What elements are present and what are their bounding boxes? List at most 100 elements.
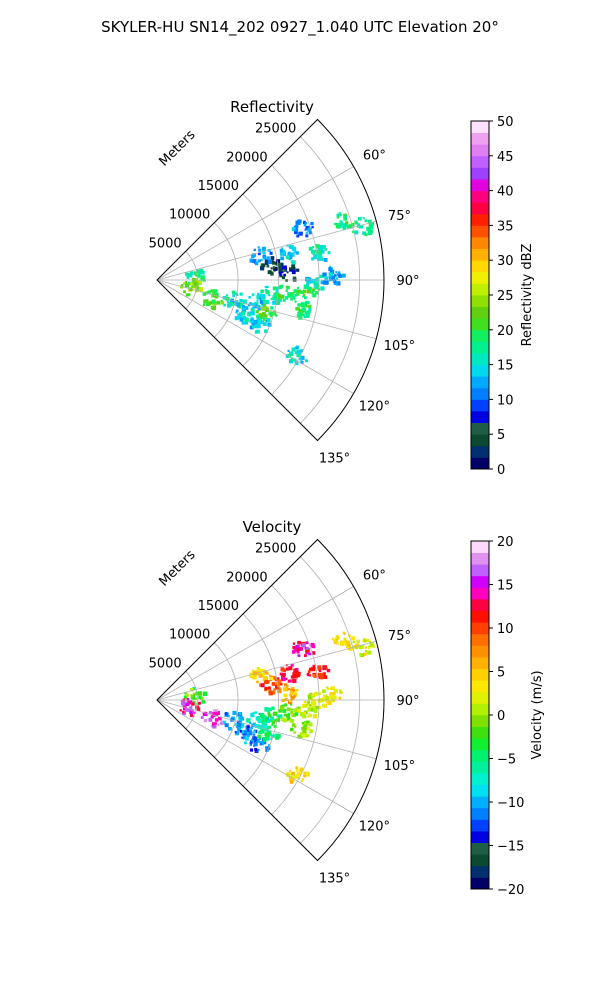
velocity-echo-gate bbox=[182, 706, 188, 711]
reflectivity-echo-gate bbox=[257, 318, 262, 323]
velocity-echo-gate bbox=[263, 722, 267, 726]
velocity-echo-gate bbox=[343, 637, 347, 641]
velocity-echo-gate bbox=[323, 694, 328, 699]
velocity-echo-gate bbox=[284, 698, 288, 701]
velocity-echo-gate bbox=[333, 688, 338, 693]
velocity-echo-gate bbox=[190, 705, 193, 709]
velocity-echo-gate bbox=[236, 723, 242, 729]
velocity-echo-gate bbox=[308, 722, 313, 727]
reflectivity-echo-gate bbox=[329, 269, 335, 275]
reflectivity-echo-gate bbox=[254, 301, 259, 306]
reflectivity-echo-gate bbox=[234, 300, 239, 304]
velocity-echo-gate bbox=[309, 704, 312, 707]
reflectivity-echo-gate bbox=[195, 274, 198, 277]
reflectivity-echo-gate bbox=[282, 252, 286, 256]
velocity-azimuth-gridline bbox=[156, 640, 377, 701]
reflectivity-echo-gate bbox=[234, 316, 239, 321]
reflectivity-echo-gate bbox=[191, 281, 196, 286]
velocity-echo-gate bbox=[292, 776, 295, 779]
velocity-echo-gate bbox=[242, 735, 246, 740]
reflectivity-echo-gate bbox=[335, 224, 340, 229]
reflectivity-echo-gate bbox=[267, 249, 271, 252]
velocity-echo-gate bbox=[246, 730, 250, 735]
velocity-echo-cluster bbox=[279, 663, 301, 684]
reflectivity-colorbar-swatch bbox=[471, 434, 489, 447]
velocity-echo-gate bbox=[251, 669, 255, 672]
velocity-echo-gate bbox=[305, 647, 310, 653]
reflectivity-azimuth-tick-label: 75° bbox=[388, 209, 411, 224]
velocity-echo-gate bbox=[308, 670, 311, 673]
reflectivity-echo-gate bbox=[287, 349, 290, 353]
velocity-azimuth-tick-label: 90° bbox=[396, 694, 419, 709]
reflectivity-echo-gate bbox=[269, 313, 273, 317]
reflectivity-echo-gate bbox=[262, 246, 266, 251]
reflectivity-echo-gate bbox=[236, 302, 241, 307]
reflectivity-echo-gate bbox=[323, 257, 328, 262]
reflectivity-colorbar-tick-label: 0 bbox=[497, 463, 505, 478]
reflectivity-echo-gate bbox=[241, 321, 245, 325]
velocity-echo-gate bbox=[256, 716, 261, 720]
reflectivity-echo-gate bbox=[362, 217, 365, 220]
reflectivity-range-tick-label: 15000 bbox=[198, 179, 239, 194]
reflectivity-echo-gate bbox=[369, 224, 374, 229]
reflectivity-echo-cluster bbox=[285, 345, 308, 366]
reflectivity-echo-gate bbox=[307, 277, 312, 282]
reflectivity-echo-gate bbox=[316, 282, 320, 285]
velocity-echo-gate bbox=[293, 708, 298, 713]
reflectivity-echo-gate bbox=[319, 252, 323, 256]
velocity-echo-gate bbox=[192, 697, 196, 701]
velocity-echo-gate bbox=[184, 695, 187, 698]
velocity-echo-gate bbox=[358, 645, 363, 650]
velocity-echo-gate bbox=[251, 738, 254, 741]
reflectivity-echo-gate bbox=[308, 246, 313, 251]
velocity-echo-gate bbox=[300, 713, 305, 717]
reflectivity-colorbar-tick-label: 20 bbox=[497, 324, 514, 339]
reflectivity-azimuth-tick-label: 135° bbox=[319, 451, 350, 466]
reflectivity-echo-gate bbox=[197, 280, 202, 285]
velocity-echo-gate bbox=[236, 720, 241, 724]
reflectivity-echo-gate bbox=[189, 282, 193, 286]
reflectivity-echo-gate bbox=[287, 251, 291, 255]
reflectivity-echo-gate bbox=[292, 276, 297, 280]
velocity-echo-gate bbox=[182, 710, 185, 714]
velocity-echo-gate bbox=[340, 691, 343, 694]
reflectivity-echo-gate bbox=[205, 299, 209, 303]
velocity-echo-gate bbox=[299, 732, 303, 736]
reflectivity-echo-gate bbox=[252, 258, 257, 263]
velocity-echo-gate bbox=[267, 744, 271, 747]
reflectivity-echo-gate bbox=[354, 220, 358, 224]
velocity-echo-gate bbox=[306, 705, 309, 708]
reflectivity-echo-gate bbox=[297, 303, 301, 307]
reflectivity-echo-gate bbox=[249, 302, 252, 305]
velocity-echo-gate bbox=[302, 722, 305, 725]
velocity-echo-gate bbox=[268, 733, 272, 737]
reflectivity-echo-gate bbox=[370, 222, 375, 226]
velocity-range-tick-label: 20000 bbox=[226, 570, 267, 585]
velocity-echo-gate bbox=[208, 711, 212, 715]
velocity-echo-gate bbox=[290, 712, 294, 716]
reflectivity-echo-gate bbox=[257, 252, 261, 256]
reflectivity-echo-gate bbox=[308, 307, 312, 312]
velocity-colorbar-swatch bbox=[471, 575, 489, 588]
velocity-echo-gate bbox=[188, 700, 193, 705]
velocity-echo-gate bbox=[286, 772, 291, 778]
reflectivity-echo-gate bbox=[275, 291, 278, 295]
velocity-echo-gate bbox=[317, 665, 322, 670]
reflectivity-echo-gate bbox=[289, 256, 292, 259]
velocity-echo-gate bbox=[307, 700, 311, 704]
velocity-echo-gate bbox=[184, 697, 187, 701]
velocity-colorbar-swatch bbox=[471, 622, 489, 635]
velocity-echo-gate bbox=[296, 647, 300, 651]
reflectivity-echo-gate bbox=[308, 304, 312, 309]
reflectivity-echo-gate bbox=[272, 266, 276, 269]
reflectivity-echo-gate bbox=[207, 301, 212, 306]
reflectivity-echo-gate bbox=[234, 292, 238, 296]
velocity-echo-gate bbox=[306, 727, 310, 731]
velocity-echo-gate bbox=[285, 718, 289, 722]
reflectivity-echo-cluster bbox=[322, 265, 346, 286]
velocity-echo-gate bbox=[271, 682, 276, 686]
reflectivity-echo-gate bbox=[260, 297, 264, 301]
velocity-echo-gate bbox=[253, 736, 258, 741]
reflectivity-echo-gate bbox=[335, 277, 339, 280]
velocity-echo-gate bbox=[285, 677, 288, 681]
